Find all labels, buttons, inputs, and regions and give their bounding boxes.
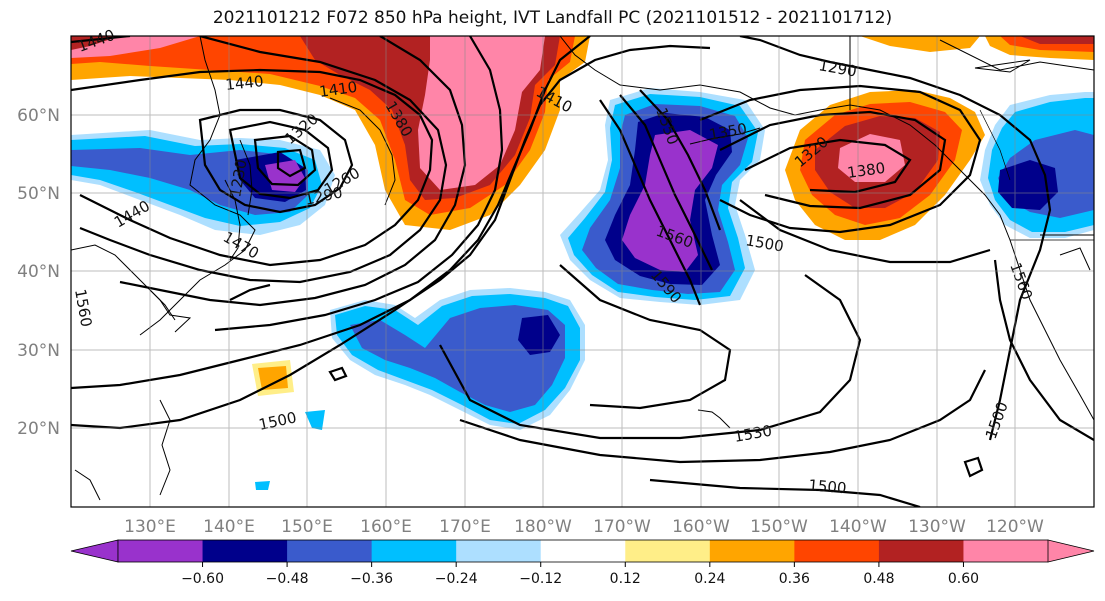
gridlines [71, 36, 1094, 507]
colorbar-swatch [202, 540, 288, 562]
contour-label: 1380 [846, 159, 886, 182]
lon-label: 150°E [281, 517, 333, 537]
colorbar-tick-label: 0.48 [863, 571, 894, 587]
lat-label: 60°N [17, 106, 60, 126]
colorbar: −0.60 −0.48 −0.36 −0.24 −0.12 0.12 0.24 0.36 0.4… [70, 539, 1095, 587]
colorbar-swatch [625, 540, 711, 562]
lon-label: 160°E [360, 517, 412, 537]
lon-label: 130°E [124, 517, 176, 537]
colorbar-swatch [709, 540, 795, 562]
colorbar-tick-label: −0.24 [435, 571, 478, 587]
map-frame [70, 35, 1095, 508]
colorbar-swatch [118, 540, 204, 562]
latitude-labels: 20°N 30°N 40°N 50°N 60°N [17, 106, 60, 439]
lat-label: 50°N [17, 184, 60, 204]
colorbar-swatch [371, 540, 457, 562]
colorbar-tick-label: −0.48 [266, 571, 309, 587]
colorbar-tick-label: −0.12 [519, 571, 562, 587]
colorbar-extend-low [70, 539, 119, 563]
colorbar-tick-label: 0.24 [694, 571, 725, 587]
lat-label: 40°N [17, 262, 60, 282]
lon-label: 160°W [672, 517, 730, 537]
colorbar-tick-label: −0.36 [350, 571, 393, 587]
colorbar-tick-label: 0.36 [779, 571, 810, 587]
colorbar-swatch [878, 540, 964, 562]
lon-label: 170°W [593, 517, 651, 537]
lat-label: 30°N [17, 341, 60, 361]
colorbar-extend-high [1047, 539, 1095, 563]
colorbar-swatch [540, 540, 626, 562]
lon-label: 150°W [750, 517, 808, 537]
lon-label: 130°W [908, 517, 966, 537]
lat-label: 20°N [17, 419, 60, 439]
colorbar-tick-label: −0.60 [181, 571, 224, 587]
contour-label: 1410 [318, 78, 358, 101]
colorbar-frame [117, 539, 1049, 563]
lon-label: 120°W [986, 517, 1044, 537]
lon-label: 170°E [439, 517, 491, 537]
contour-label: 1440 [225, 72, 265, 94]
colorbar-swatch [287, 540, 373, 562]
lon-label: 180°W [514, 517, 572, 537]
map-title: 2021101212 F072 850 hPa height, IVT Land… [212, 8, 893, 28]
colorbar-swatch [456, 540, 542, 562]
colorbar-tick-label: 0.12 [610, 571, 641, 587]
colorbar-swatch [963, 540, 1049, 562]
lon-label: 140°E [203, 517, 255, 537]
longitude-labels: 130°E 140°E 150°E 160°E 170°E 180°W 170°… [124, 517, 1044, 537]
colorbar-swatch [794, 540, 880, 562]
lon-label: 140°W [829, 517, 887, 537]
contour-label: 1500 [808, 476, 848, 497]
colorbar-tick-label: 0.60 [948, 571, 979, 587]
